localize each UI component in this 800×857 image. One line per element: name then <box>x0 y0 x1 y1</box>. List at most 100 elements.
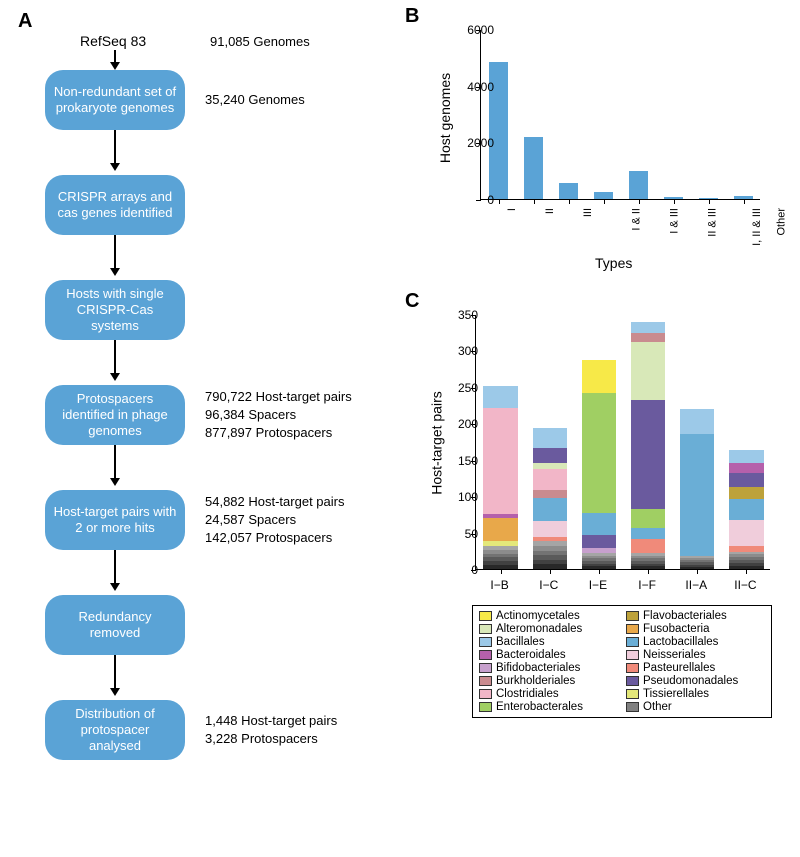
chart-b-bar <box>594 192 613 199</box>
legend-item: Neisseriales <box>626 649 765 661</box>
flow-node: Distribution of protospacer analysed <box>45 700 185 760</box>
legend-swatch <box>479 689 492 699</box>
chart-c-ytick: 300 <box>438 344 478 358</box>
legend-item: Tissierellales <box>626 688 765 700</box>
chart-b-xlabel-cat: I & II <box>630 208 642 231</box>
flow-annotation: 35,240 Genomes <box>205 91 305 109</box>
chart-c-xlabel-cat: I−B <box>490 578 508 592</box>
legend-label: Actinomycetales <box>496 610 580 622</box>
legend-item: Enterobacterales <box>479 701 618 713</box>
chart-c-stack <box>631 322 665 569</box>
flow-node: Redundancy removed <box>45 595 185 655</box>
chart-b-plot <box>480 30 760 200</box>
chart-c: Host-target pairs Actinomycetales Flavoba… <box>420 305 780 695</box>
chart-c-stack <box>729 450 763 569</box>
flow-annotation: 1,448 Host-target pairs 3,228 Protospace… <box>205 712 337 748</box>
legend-swatch <box>626 611 639 621</box>
flow-start-annotation: 91,085 Genomes <box>210 33 310 51</box>
legend-swatch <box>479 702 492 712</box>
legend-label: Clostridiales <box>496 688 559 700</box>
legend-item: Actinomycetales <box>479 610 618 622</box>
chart-b-ytick: 6000 <box>454 23 494 37</box>
panel-a-label: A <box>18 10 32 33</box>
legend-swatch <box>626 650 639 660</box>
chart-b-ytick: 4000 <box>454 80 494 94</box>
legend-label: Flavobacteriales <box>643 610 727 622</box>
legend-item: Other <box>626 701 765 713</box>
chart-b-xlabel-cat: II & III <box>706 208 718 237</box>
legend-label: Other <box>643 701 672 713</box>
chart-c-stack <box>582 360 616 569</box>
legend-swatch <box>479 624 492 634</box>
chart-c-ytick: 100 <box>438 490 478 504</box>
legend-label: Neisseriales <box>643 649 706 661</box>
legend-item: Alteromonadales <box>479 623 618 635</box>
flow-node: CRISPR arrays and cas genes identified <box>45 175 185 235</box>
chart-c-ytick: 50 <box>438 527 478 541</box>
legend-item: Pseudomonadales <box>626 675 765 687</box>
legend-swatch <box>626 624 639 634</box>
chart-b-xlabel-cat: II <box>544 208 556 214</box>
legend-swatch <box>626 702 639 712</box>
chart-c-ytick: 200 <box>438 417 478 431</box>
legend-item: Fusobacteria <box>626 623 765 635</box>
legend-swatch <box>626 689 639 699</box>
legend-item: Bacteroidales <box>479 649 618 661</box>
panel-c-label: C <box>405 290 419 313</box>
legend-item: Pasteurellales <box>626 662 765 674</box>
chart-c-stack <box>680 409 714 569</box>
legend-label: Lactobacillales <box>643 636 718 648</box>
chart-b-bar <box>629 171 648 199</box>
legend-item: Burkholderiales <box>479 675 618 687</box>
chart-c-xlabel-cat: I−E <box>589 578 607 592</box>
chart-c-xlabel-cat: II−C <box>734 578 756 592</box>
chart-c-ylabel: Host-target pairs <box>429 391 445 494</box>
chart-c-ytick: 250 <box>438 381 478 395</box>
chart-c-ytick: 150 <box>438 454 478 468</box>
chart-b-xlabel-cat: III <box>582 208 594 217</box>
legend-item: Bifidobacteriales <box>479 662 618 674</box>
legend-item: Lactobacillales <box>626 636 765 648</box>
chart-c-ytick: 0 <box>438 563 478 577</box>
legend-swatch <box>479 650 492 660</box>
chart-c-stack <box>533 428 567 569</box>
chart-c-plot <box>475 315 770 570</box>
legend-swatch <box>626 676 639 686</box>
legend-label: Enterobacterales <box>496 701 583 713</box>
chart-c-xlabel-cat: I−C <box>539 578 558 592</box>
legend-swatch <box>479 611 492 621</box>
flow-node: Non-redundant set of prokaryote genomes <box>45 70 185 130</box>
chart-b-xlabel: Types <box>595 255 632 271</box>
legend-item: Flavobacteriales <box>626 610 765 622</box>
chart-b-xlabel-cat: I <box>506 208 518 211</box>
flow-node: Protospacers identified in phage genomes <box>45 385 185 445</box>
chart-b-ytick: 0 <box>454 193 494 207</box>
legend-label: Tissierellales <box>643 688 709 700</box>
chart-c-legend: Actinomycetales Flavobacteriales Alteromon… <box>472 605 772 718</box>
flow-annotation: 54,882 Host-target pairs 24,587 Spacers … <box>205 493 344 548</box>
chart-c-stack <box>483 386 517 569</box>
chart-b-bar <box>559 183 578 199</box>
legend-label: Pseudomonadales <box>643 675 738 687</box>
chart-c-xlabel-cat: II−A <box>685 578 707 592</box>
chart-b-bar <box>524 137 543 199</box>
chart-b-xlabel-cat: I & III <box>668 208 680 234</box>
legend-swatch <box>626 663 639 673</box>
legend-item: Bacillales <box>479 636 618 648</box>
legend-label: Burkholderiales <box>496 675 575 687</box>
flow-node: Host-target pairs with 2 or more hits <box>45 490 185 550</box>
flow-node: Hosts with single CRISPR-Cas systems <box>45 280 185 340</box>
legend-label: Pasteurellales <box>643 662 715 674</box>
chart-b-ytick: 2000 <box>454 136 494 150</box>
legend-swatch <box>626 637 639 647</box>
legend-swatch <box>479 663 492 673</box>
flow-start-label: RefSeq 83 <box>80 33 146 49</box>
chart-b-xlabel-cat: Other <box>775 208 787 236</box>
legend-label: Bacillales <box>496 636 545 648</box>
chart-b-xlabel-cat: I, II & III <box>750 208 762 246</box>
legend-label: Alteromonadales <box>496 623 582 635</box>
legend-item: Clostridiales <box>479 688 618 700</box>
chart-b-ylabel: Host genomes <box>437 73 453 163</box>
chart-c-xlabel-cat: I−F <box>638 578 656 592</box>
legend-label: Fusobacteria <box>643 623 709 635</box>
